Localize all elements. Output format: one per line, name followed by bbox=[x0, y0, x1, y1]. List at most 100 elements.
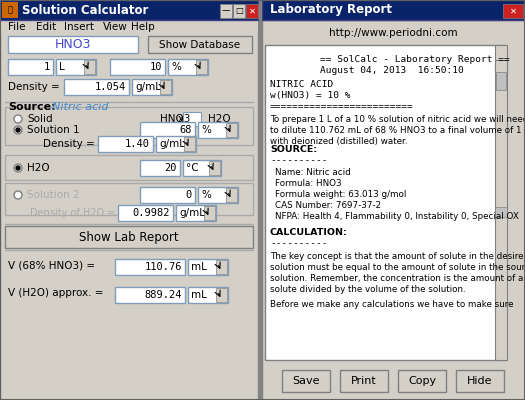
Circle shape bbox=[14, 115, 22, 123]
Text: %: % bbox=[201, 190, 211, 200]
Circle shape bbox=[14, 164, 22, 172]
Text: to dilute 110.762 mL of 68 % HNO3 to a final volume of 1 L: to dilute 110.762 mL of 68 % HNO3 to a f… bbox=[270, 126, 525, 135]
Bar bbox=[188, 259, 228, 275]
Bar bbox=[5, 155, 253, 180]
Bar bbox=[503, 4, 523, 18]
Text: 🔥: 🔥 bbox=[7, 6, 13, 14]
Text: SOURCE:: SOURCE: bbox=[270, 145, 317, 154]
Text: 0.9982: 0.9982 bbox=[132, 208, 170, 218]
Text: w(HNO3) = 10 %: w(HNO3) = 10 % bbox=[270, 91, 351, 100]
Text: 10: 10 bbox=[150, 62, 162, 72]
Text: The key concept is that the amount of solute in the desired: The key concept is that the amount of so… bbox=[270, 252, 525, 261]
Text: Laboratory Report: Laboratory Report bbox=[270, 4, 392, 16]
Bar bbox=[183, 160, 221, 176]
Text: Formula weight: 63.013 g/mol: Formula weight: 63.013 g/mol bbox=[275, 190, 406, 199]
Bar bbox=[198, 122, 238, 138]
Bar bbox=[216, 260, 227, 274]
Bar bbox=[262, 20, 525, 400]
Text: Solid: Solid bbox=[27, 114, 52, 124]
Text: Show Lab Report: Show Lab Report bbox=[79, 230, 179, 244]
Bar bbox=[140, 160, 180, 176]
Bar bbox=[226, 188, 237, 202]
Text: Nitric acid: Nitric acid bbox=[52, 102, 109, 112]
Text: 889.24: 889.24 bbox=[144, 290, 182, 300]
Text: NITRIC ACID: NITRIC ACID bbox=[270, 80, 333, 89]
Bar bbox=[495, 60, 507, 75]
Bar bbox=[115, 259, 185, 275]
Circle shape bbox=[16, 166, 20, 170]
Text: Name: Nitric acid: Name: Nitric acid bbox=[275, 168, 351, 177]
Bar bbox=[98, 136, 153, 152]
Bar bbox=[216, 288, 227, 302]
Text: ----------: ---------- bbox=[270, 156, 328, 165]
Bar bbox=[495, 207, 507, 217]
Bar bbox=[5, 183, 253, 215]
Text: Edit: Edit bbox=[36, 22, 56, 32]
Text: File: File bbox=[8, 22, 26, 32]
Text: V (H2O) approx. =: V (H2O) approx. = bbox=[8, 288, 103, 298]
Text: http://www.periodni.com: http://www.periodni.com bbox=[329, 28, 457, 38]
Circle shape bbox=[16, 128, 20, 132]
Text: Before we make any calculations we have to make sure: Before we make any calculations we have … bbox=[270, 300, 513, 309]
Text: %: % bbox=[201, 125, 211, 135]
Bar bbox=[176, 205, 216, 221]
Bar bbox=[209, 161, 220, 175]
Text: ----------: ---------- bbox=[270, 239, 328, 248]
Bar bbox=[132, 79, 172, 95]
Text: Print: Print bbox=[351, 376, 377, 386]
Bar bbox=[246, 4, 258, 18]
Text: mL: mL bbox=[191, 262, 207, 272]
Bar bbox=[456, 370, 504, 392]
Text: CALCULATION:: CALCULATION: bbox=[270, 228, 348, 237]
Text: Solution 2: Solution 2 bbox=[27, 190, 80, 200]
Bar bbox=[5, 226, 253, 248]
Text: View: View bbox=[103, 22, 128, 32]
Bar bbox=[282, 370, 330, 392]
Bar bbox=[233, 4, 245, 18]
Text: solution must be equal to the amount of solute in the source: solution must be equal to the amount of … bbox=[270, 263, 525, 272]
Text: V (68% HNO3) =: V (68% HNO3) = bbox=[8, 260, 95, 270]
Bar bbox=[118, 205, 173, 221]
Text: HNO3: HNO3 bbox=[55, 38, 91, 51]
Text: Show Database: Show Database bbox=[160, 40, 240, 50]
Text: Density =: Density = bbox=[8, 82, 60, 92]
Text: To prepare 1 L of a 10 % solution of nitric acid we will need: To prepare 1 L of a 10 % solution of nit… bbox=[270, 115, 525, 124]
Bar bbox=[168, 59, 208, 75]
Bar bbox=[148, 36, 252, 53]
Bar bbox=[5, 107, 253, 145]
Bar bbox=[8, 36, 138, 53]
Text: 0: 0 bbox=[186, 190, 192, 200]
Text: ✕: ✕ bbox=[509, 6, 517, 16]
Text: 1.054: 1.054 bbox=[94, 82, 126, 92]
Text: Insert: Insert bbox=[64, 22, 94, 32]
Bar bbox=[184, 137, 195, 151]
Bar bbox=[2, 2, 18, 18]
Text: mL: mL bbox=[191, 290, 207, 300]
Bar bbox=[265, 45, 505, 360]
Text: Solution Calculator: Solution Calculator bbox=[22, 4, 149, 16]
Bar bbox=[156, 136, 196, 152]
Text: H2O: H2O bbox=[27, 163, 50, 173]
Bar bbox=[8, 59, 53, 75]
Text: x: x bbox=[178, 114, 184, 124]
Circle shape bbox=[14, 191, 22, 199]
Bar bbox=[0, 20, 258, 400]
Text: Density =: Density = bbox=[43, 139, 95, 149]
Bar bbox=[340, 370, 388, 392]
Bar bbox=[398, 370, 446, 392]
Text: HNO3: HNO3 bbox=[160, 114, 191, 124]
Bar bbox=[0, 0, 258, 20]
Text: NFPA: Health 4, Flammability 0, Instability 0, Special OX: NFPA: Health 4, Flammability 0, Instabil… bbox=[275, 212, 519, 221]
Text: solute divided by the volume of the solution.: solute divided by the volume of the solu… bbox=[270, 285, 466, 294]
Text: Copy: Copy bbox=[408, 376, 436, 386]
Text: Hide: Hide bbox=[467, 376, 493, 386]
Text: solution. Remember, the concentration is the amount of a: solution. Remember, the concentration is… bbox=[270, 274, 523, 283]
Text: =========================: ========================= bbox=[270, 102, 414, 111]
Bar bbox=[198, 187, 238, 203]
Text: 1: 1 bbox=[44, 62, 50, 72]
Bar bbox=[115, 287, 185, 303]
Bar bbox=[110, 59, 165, 75]
Text: Save: Save bbox=[292, 376, 320, 386]
Text: with deionized (distilled) water.: with deionized (distilled) water. bbox=[270, 137, 407, 146]
Text: L: L bbox=[59, 62, 65, 72]
